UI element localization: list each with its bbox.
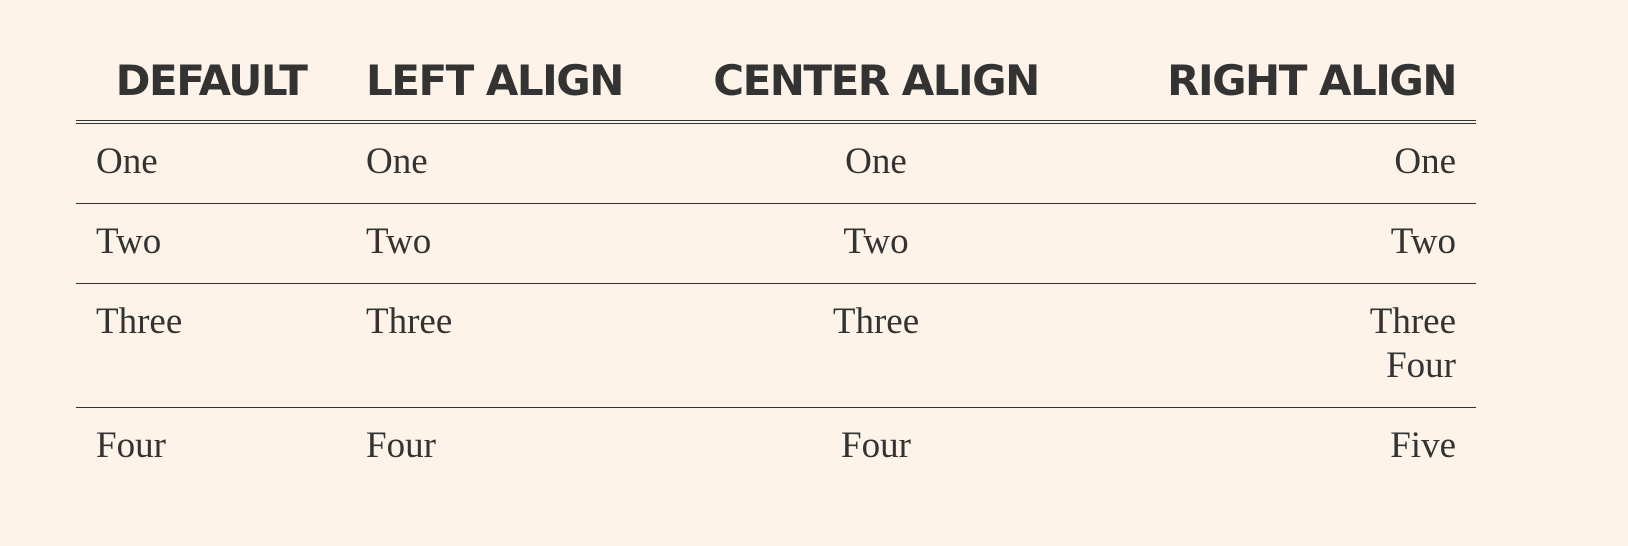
header-center-align: CENTER ALIGN <box>676 40 1076 124</box>
cell-line: Four <box>1386 345 1456 386</box>
alignment-table: DEFAULT LEFT ALIGN CENTER ALIGN RIGHT AL… <box>76 40 1476 487</box>
cell-right: One <box>1394 141 1456 182</box>
table-body: One One One One Two Two Two Two Three Th… <box>76 122 1476 487</box>
cell-default: One <box>96 141 158 182</box>
table-row: Four Four Four Five <box>76 407 1476 487</box>
table-row: One One One One <box>76 122 1476 204</box>
cell-center: Three <box>676 283 1076 408</box>
header-left-align: LEFT ALIGN <box>346 40 676 124</box>
cell-center: Four <box>676 407 1076 487</box>
alignment-table-container: DEFAULT LEFT ALIGN CENTER ALIGN RIGHT AL… <box>76 40 1476 487</box>
cell-default: Four <box>76 407 346 487</box>
cell-default: Three <box>76 283 346 408</box>
cell-right: Two <box>1076 203 1476 284</box>
cell-left: One <box>366 141 428 182</box>
table-row: Three Three Three Three Four <box>76 283 1476 408</box>
cell-center: Two <box>676 203 1076 284</box>
header-row: DEFAULT LEFT ALIGN CENTER ALIGN RIGHT AL… <box>76 40 1476 124</box>
header-default: DEFAULT <box>76 40 346 124</box>
table-header: DEFAULT LEFT ALIGN CENTER ALIGN RIGHT AL… <box>76 40 1476 124</box>
cell-center: One <box>845 141 907 182</box>
cell-line: Three <box>1369 301 1456 342</box>
table-row: Two Two Two Two <box>76 203 1476 284</box>
header-right-align: RIGHT ALIGN <box>1076 40 1476 124</box>
cell-left: Four <box>346 407 676 487</box>
cell-left: Three <box>346 283 676 408</box>
cell-right: Three Four <box>1076 283 1476 408</box>
cell-left: Two <box>346 203 676 284</box>
cell-right: Five <box>1076 407 1476 487</box>
cell-default: Two <box>76 203 346 284</box>
